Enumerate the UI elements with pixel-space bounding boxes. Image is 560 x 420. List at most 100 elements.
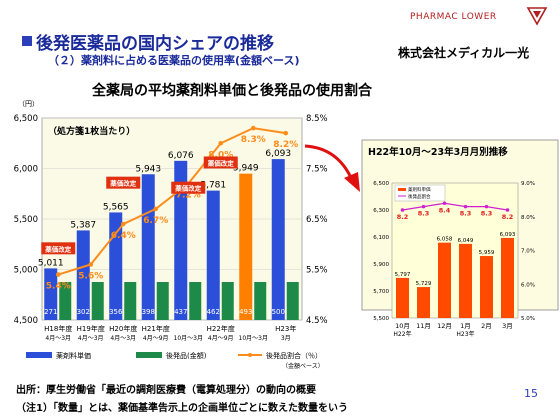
x-tick-sublabel: 4月～9月: [208, 335, 234, 342]
inset-right-tick-label: 6.0%: [521, 282, 535, 288]
inset-left-tick-label: 5,700: [373, 289, 389, 295]
x-tick-label: H19年度: [77, 324, 105, 333]
right-tick-label: 4.5%: [306, 316, 328, 326]
revision-label: 薬価改定: [207, 158, 235, 167]
unit-price-bar: [44, 268, 58, 320]
left-tick-label: 6,500: [14, 114, 38, 124]
revision-box: [203, 156, 238, 169]
chart-annotation: （処方箋1枚当たり）: [48, 125, 135, 137]
inset-x-tick-label: 11月: [416, 322, 431, 330]
usage-rate-label: 8.2%: [273, 140, 298, 150]
inset-usage-rate-line: [402, 202, 508, 211]
source-note: 出所：厚生労働省「最近の調剤医療費（電算処理分）の動向の概要: [16, 385, 316, 396]
usage-rate-label: 6.4%: [111, 231, 136, 241]
inset-usage-rate-label: 8.2: [397, 213, 409, 221]
inset-unit-price-bar: [417, 287, 430, 318]
usage-rate-label: 8.3%: [241, 135, 266, 145]
title-bullet-icon: [22, 36, 32, 46]
unit-price-label: 5,781: [200, 181, 226, 191]
usage-rate-point: [218, 140, 224, 146]
x-tick-label: H18年度: [44, 324, 72, 333]
generic-amount-bar: [254, 282, 267, 320]
inset-unit-price-label: 5,797: [395, 272, 411, 278]
x-tick-label: H23年: [275, 324, 296, 333]
x-tick-label: H20年度: [109, 324, 137, 333]
inset-left-tick-label: 6,300: [373, 208, 389, 214]
legend-swatch-unit-price: [26, 352, 52, 358]
revision-box: [41, 242, 76, 255]
inset-usage-rate-point: [442, 201, 447, 206]
unit-price-label: 6,076: [168, 151, 194, 161]
x-tick-sublabel: 4月～3月: [110, 335, 136, 342]
inset-left-tick-label: 6,500: [373, 181, 389, 187]
inset-right-tick-label: 9.0%: [521, 181, 535, 187]
unit-price-label: 5,565: [103, 202, 129, 212]
usage-rate-point: [153, 206, 159, 212]
inset-legend-label-usage-rate: 後発品割合: [408, 193, 431, 200]
inset-unit-price-label: 5,959: [479, 250, 495, 256]
inset-usage-rate-label: 8.3: [418, 210, 430, 218]
inset-unit-price-bar: [480, 256, 493, 318]
unit-price-bar: [76, 230, 90, 320]
usage-rate-point: [250, 125, 256, 131]
inset-usage-rate-label: 8.3: [460, 210, 472, 218]
x-tick-sublabel: 10月～3月: [174, 335, 203, 342]
legend-label-usage-rate-note: （金額ベース）: [282, 362, 324, 370]
unit-price-label: 5,011: [38, 258, 64, 268]
inset-x-tick-label: 3月: [502, 322, 513, 330]
x-tick-label: H22年度: [207, 324, 235, 333]
inset-usage-rate-point: [505, 208, 510, 212]
unit-price-label: 5,949: [233, 164, 259, 174]
unit-price-bar: [206, 190, 220, 320]
page-subtitle: （２）薬剤料に占める医薬品の使用率(金額ベース): [48, 54, 300, 67]
inset-unit-price-label: 6,093: [500, 232, 516, 238]
generic-amount-label: 462: [207, 308, 220, 316]
revision-label: 薬価改定: [44, 244, 72, 253]
chart-heading: 全薬局の平均薬剤料単価と後発品の使用割合: [92, 83, 372, 99]
inset-plot-area: [391, 182, 519, 319]
footnote: （注1）「数量」とは、薬価基準告示上の企画単位ごとに数えた数量をいう: [16, 403, 348, 414]
inset-usage-rate-point: [421, 204, 426, 209]
inset-right-tick-label: 8.0%: [521, 215, 535, 221]
inset-left-tick-label: 5,500: [373, 316, 389, 322]
x-tick-label: H21年度: [142, 324, 170, 333]
inset-usage-rate-label: 8.4: [439, 206, 451, 214]
inset-right-tick-label: 5.0%: [521, 316, 535, 322]
left-tick-label: 6,000: [14, 165, 38, 175]
generic-amount-label: 493: [239, 308, 252, 316]
pharmacy-logo-icon: [526, 7, 548, 26]
legend-label-unit-price: 薬剤料単価: [56, 351, 91, 360]
usage-rate-point: [283, 130, 289, 136]
logo-text: PHARMAC LOWER: [410, 12, 497, 22]
unit-price-label: 5,387: [70, 220, 96, 230]
legend-swatch-generic-amount: [136, 352, 162, 358]
inset-usage-rate-label: 8.2: [502, 213, 514, 221]
unit-price-bar: [141, 174, 155, 320]
revision-label: 薬価改定: [174, 184, 202, 193]
revision-label: 薬価改定: [109, 179, 137, 188]
inset-unit-price-bar: [396, 277, 409, 318]
generic-amount-bar: [91, 282, 104, 320]
inset-x-tick-sublabel: H23年: [456, 330, 474, 338]
revision-box: [171, 181, 206, 194]
company-name: 株式会社メディカル一光: [398, 46, 530, 60]
legend-marker-usage-rate: [248, 353, 252, 357]
inset-usage-rate-point: [400, 208, 405, 212]
x-tick-sublabel: 10月～3月: [239, 335, 268, 342]
unit-price-bar: [174, 160, 188, 320]
inset-left-tick-label: 5,900: [373, 262, 389, 268]
usage-rate-label: 7.2%: [176, 191, 201, 201]
inset-right-tick-label: 7.0%: [521, 249, 535, 255]
unit-price-label: 6,093: [265, 149, 291, 159]
main-chart: 4,500 5,000 5,500 6,000 6,500 4.5% 5.5% 6.5% 7.5…: [14, 100, 328, 370]
inset-unit-price-bar: [501, 237, 514, 318]
generic-amount-bar: [156, 282, 169, 320]
inset-legend-box: [394, 184, 446, 202]
inset-unit-price-bar: [459, 243, 472, 318]
right-tick-label: 6.5%: [306, 215, 328, 225]
zoom-arrow-icon: [304, 144, 360, 192]
inset-x-tick-label: 2月: [481, 322, 492, 330]
inset-x-tick-label: 1月: [460, 322, 471, 330]
inset-legend-label-unit-price: 薬剤料単価: [408, 186, 431, 193]
x-tick-sublabel: 4月～3月: [78, 335, 104, 342]
